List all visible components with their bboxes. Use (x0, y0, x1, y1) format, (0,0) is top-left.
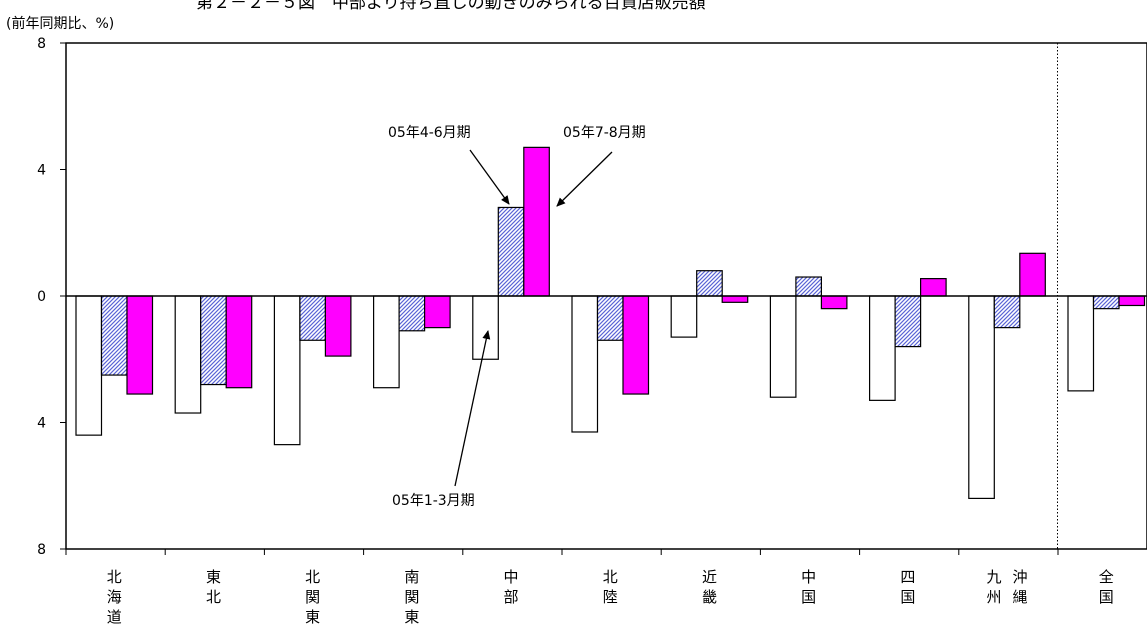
bar (1118, 295, 1146, 307)
x-category-label: 東 (305, 608, 320, 626)
x-category-label: 関 (404, 588, 419, 606)
bar (1067, 295, 1095, 392)
bar (174, 295, 202, 414)
y-tick-label: 4 (37, 163, 46, 179)
bar (670, 295, 698, 338)
bar (126, 295, 154, 395)
bar (523, 146, 550, 297)
x-category-label: 中 (801, 568, 816, 586)
x-category-label: 中 (504, 568, 519, 586)
annotation-label: 05年7-8月期 (563, 125, 646, 141)
bar (993, 295, 1021, 329)
bar (1092, 295, 1120, 310)
x-category-label: 東 (206, 568, 221, 586)
x-category-label: 関 (305, 588, 320, 606)
bar (299, 295, 326, 341)
bar (795, 276, 823, 297)
bar (769, 295, 797, 398)
bar (894, 295, 922, 348)
x-category-label: 南 (404, 568, 419, 586)
bar (596, 295, 624, 341)
x-category-label: 北 (603, 568, 618, 586)
bar (696, 270, 723, 297)
bar (1019, 252, 1046, 297)
x-category-label: 畿 (702, 588, 717, 606)
y-tick-label: 8 (37, 542, 46, 558)
bar (398, 295, 426, 332)
chart-title: 第２－２－５図 中部より持ち直しの動きのみられる百貨店販売額 (196, 0, 706, 13)
x-category-label: 縄 (1013, 588, 1028, 606)
x-category-label: 北 (305, 568, 320, 586)
y-unit-label: (前年同期比、%) (6, 16, 115, 32)
bar (868, 295, 896, 401)
x-category-label: 州 (987, 588, 1002, 606)
x-category-label: 海 (107, 588, 122, 606)
bar (721, 295, 749, 303)
x-category-label: 九 (987, 568, 1002, 586)
y-tick-label: 8 (37, 36, 46, 52)
bar (75, 295, 103, 436)
bar (273, 295, 301, 446)
bar (820, 295, 848, 310)
annotation-arrow (454, 330, 491, 487)
x-category-label: 沖 (1013, 568, 1028, 586)
annotation-arrow (556, 151, 613, 207)
x-category-label: 部 (504, 588, 519, 606)
bar (100, 295, 128, 376)
bar (919, 278, 947, 297)
y-tick-label: 0 (37, 289, 46, 305)
x-category-label: 四 (900, 568, 915, 586)
x-category-label: 陸 (603, 588, 618, 606)
annotation-label: 05年4-6月期 (388, 125, 471, 141)
bar (373, 295, 400, 389)
x-category-label: 東 (404, 608, 419, 626)
x-category-label: 北 (206, 588, 221, 606)
x-category-label: 近 (702, 568, 717, 586)
bar (622, 295, 650, 395)
bar (497, 206, 525, 297)
x-category-label: 北 (107, 568, 122, 586)
y-tick-label: 4 (37, 416, 46, 432)
x-category-label: 国 (900, 588, 915, 606)
bar (424, 295, 451, 329)
bar (225, 295, 253, 389)
annotation-arrow (469, 149, 510, 205)
bar (472, 295, 499, 360)
annotation-label: 05年1-3月期 (392, 493, 475, 509)
bar (571, 295, 599, 433)
bar (200, 295, 227, 386)
x-category-label: 全 (1099, 568, 1114, 586)
x-category-label: 国 (1099, 588, 1114, 606)
bar (968, 295, 995, 499)
x-category-label: 道 (107, 608, 122, 626)
x-category-label: 国 (801, 588, 816, 606)
bar (324, 295, 352, 357)
